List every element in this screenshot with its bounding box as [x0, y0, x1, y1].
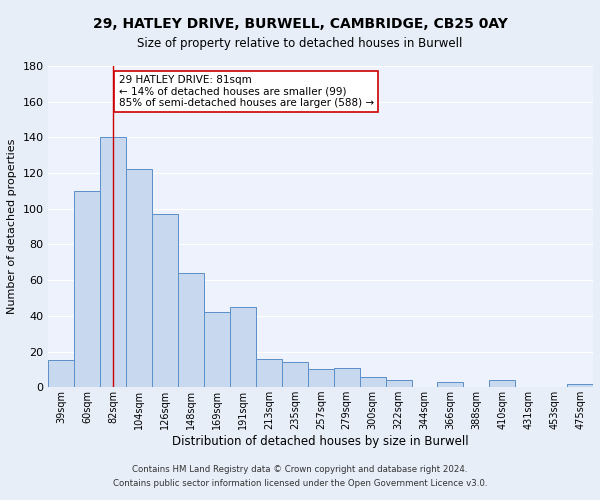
Bar	[282, 362, 308, 387]
Y-axis label: Number of detached properties: Number of detached properties	[7, 139, 17, 314]
Bar	[152, 214, 178, 387]
Bar	[74, 191, 100, 387]
Bar	[100, 138, 126, 387]
Bar	[230, 307, 256, 387]
Bar	[178, 273, 204, 387]
Bar	[308, 370, 334, 387]
Text: 29, HATLEY DRIVE, BURWELL, CAMBRIDGE, CB25 0AY: 29, HATLEY DRIVE, BURWELL, CAMBRIDGE, CB…	[92, 18, 508, 32]
X-axis label: Distribution of detached houses by size in Burwell: Distribution of detached houses by size …	[172, 435, 469, 448]
Bar	[204, 312, 230, 387]
Bar	[567, 384, 593, 387]
Bar	[437, 382, 463, 387]
Text: 29 HATLEY DRIVE: 81sqm
← 14% of detached houses are smaller (99)
85% of semi-det: 29 HATLEY DRIVE: 81sqm ← 14% of detached…	[119, 75, 374, 108]
Bar	[386, 380, 412, 387]
Text: Contains HM Land Registry data © Crown copyright and database right 2024.
Contai: Contains HM Land Registry data © Crown c…	[113, 466, 487, 487]
Bar	[49, 360, 74, 387]
Bar	[334, 368, 359, 387]
Bar	[256, 358, 282, 387]
Bar	[490, 380, 515, 387]
Bar	[359, 376, 386, 387]
Text: Size of property relative to detached houses in Burwell: Size of property relative to detached ho…	[137, 38, 463, 51]
Bar	[126, 170, 152, 387]
